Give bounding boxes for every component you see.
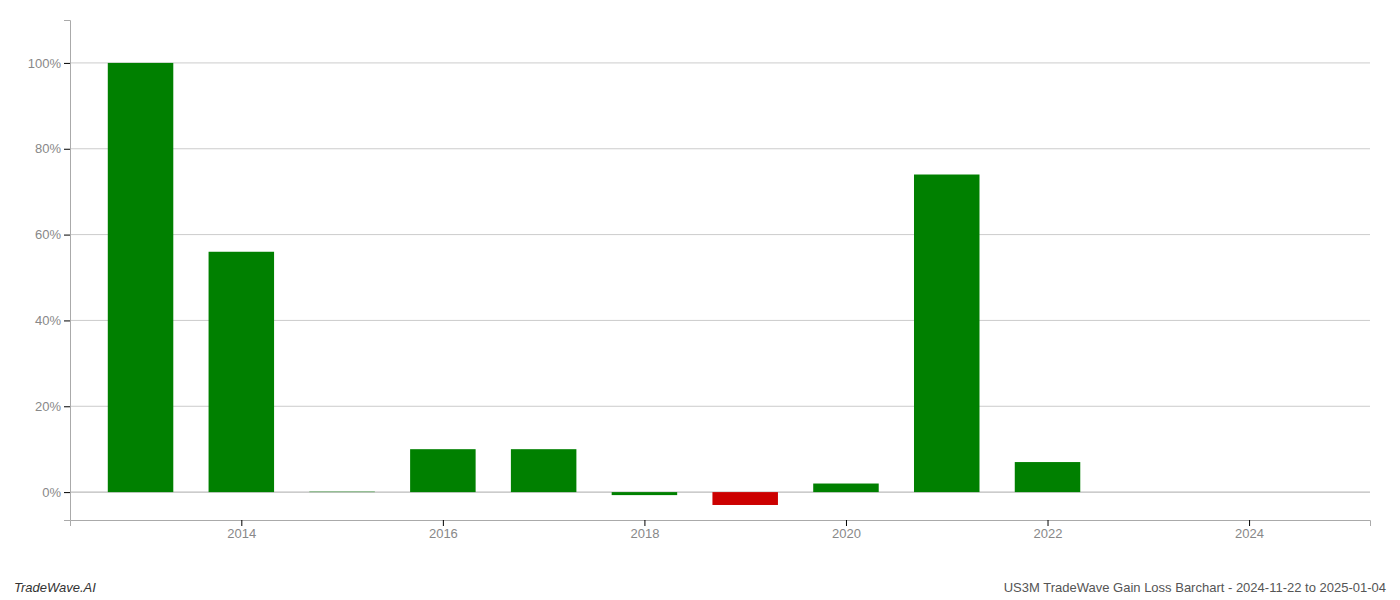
- x-tick-label: 2014: [227, 526, 256, 541]
- footer-left: TradeWave.AI: [14, 580, 96, 595]
- bar: [1216, 492, 1282, 493]
- y-tick-mark: [64, 320, 70, 321]
- x-tick-label: 2016: [429, 526, 458, 541]
- y-tick-mark: [64, 63, 70, 64]
- bar: [209, 252, 275, 492]
- grid: [70, 63, 1370, 492]
- footer-right: US3M TradeWave Gain Loss Barchart - 2024…: [1004, 580, 1386, 595]
- y-tick: 60%: [35, 227, 70, 242]
- bar: [309, 491, 375, 492]
- y-tick-label: 40%: [35, 313, 61, 328]
- x-tick-label: 2020: [832, 526, 861, 541]
- y-tick: 0%: [42, 485, 70, 500]
- bar: [612, 492, 678, 495]
- y-axis-line: [64, 21, 71, 521]
- x-tick: 2018: [630, 520, 659, 541]
- bar: [712, 492, 778, 505]
- y-tick: 80%: [35, 141, 70, 156]
- bar: [813, 484, 879, 493]
- x-tick-label: 2018: [630, 526, 659, 541]
- x-tick-mark: [241, 520, 242, 526]
- y-tick: 40%: [35, 313, 70, 328]
- x-tick: 2022: [1034, 520, 1063, 541]
- x-tick-mark: [846, 520, 847, 526]
- bar: [108, 63, 174, 492]
- y-tick: 20%: [35, 399, 70, 414]
- x-tick: 2020: [832, 520, 861, 541]
- bar: [511, 449, 577, 492]
- x-tick: 2014: [227, 520, 256, 541]
- bars: [108, 63, 1080, 505]
- x-tick-mark: [1048, 520, 1049, 526]
- x-axis: 2014 2016 2018 2020 2022 2024: [71, 520, 1371, 541]
- y-tick-label: 0%: [42, 485, 61, 500]
- y-tick-label: 60%: [35, 227, 61, 242]
- y-tick-mark: [64, 406, 70, 407]
- x-tick-label: 2024: [1235, 526, 1264, 541]
- y-tick-label: 100%: [28, 56, 62, 71]
- grid-line: [70, 148, 1370, 149]
- grid-line: [70, 234, 1370, 235]
- bar: [1015, 462, 1081, 492]
- y-tick-label: 80%: [35, 141, 61, 156]
- bar: [410, 449, 476, 492]
- chart-svg: 2014 2016 2018 2020 2022 2024 0% 20% 40% 60% 80% 10…: [0, 0, 1400, 600]
- y-tick-mark: [64, 149, 70, 150]
- y-tick-label: 20%: [35, 399, 61, 414]
- bar: [914, 175, 980, 493]
- y-tick-mark: [64, 492, 70, 493]
- x-tick-mark: [1249, 520, 1250, 526]
- bar: [1116, 492, 1182, 493]
- y-tick: 100%: [28, 56, 70, 71]
- x-tick: 2016: [429, 520, 458, 541]
- x-tick-label: 2022: [1034, 526, 1063, 541]
- grid-line: [70, 62, 1370, 63]
- y-tick-mark: [64, 235, 70, 236]
- x-tick: 2024: [1235, 520, 1264, 541]
- y-axis: 0% 20% 40% 60% 80% 100%: [28, 21, 71, 521]
- x-axis-line: [71, 521, 1371, 527]
- x-tick-mark: [443, 520, 444, 526]
- x-tick-mark: [644, 520, 645, 526]
